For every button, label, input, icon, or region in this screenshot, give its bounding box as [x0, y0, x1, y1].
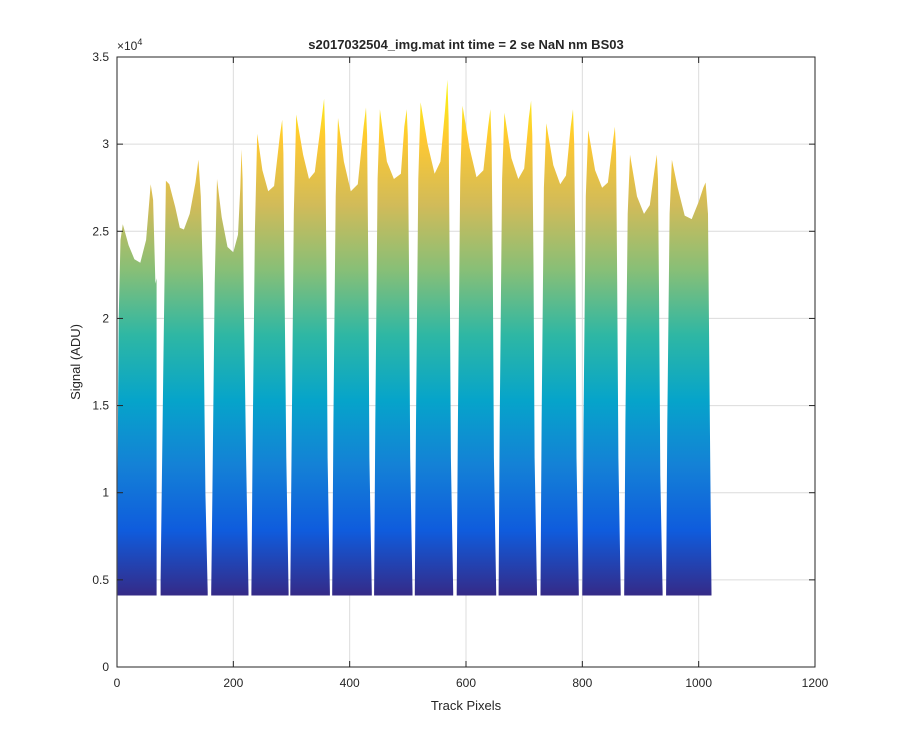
data-segment-6 [332, 107, 372, 596]
x-tick-label: 1000 [685, 676, 712, 690]
data-segment-7 [374, 109, 413, 596]
data-segment-13 [624, 154, 663, 596]
y-axis-label: Signal (ADU) [68, 324, 83, 400]
data-segment-12 [582, 126, 621, 596]
y-tick-label: 0.5 [92, 573, 109, 587]
x-tick-label: 600 [456, 676, 476, 690]
y-tick-label: 1.5 [92, 399, 109, 413]
y-exponent-label: ×104 [117, 37, 142, 53]
data-segment-3 [211, 149, 249, 596]
x-tick-label: 0 [114, 676, 121, 690]
data-segment-14 [666, 159, 712, 596]
y-tick-label: 1 [102, 486, 109, 500]
x-tick-label: 200 [223, 676, 243, 690]
data-segment-9 [456, 105, 497, 596]
x-axis-label: Track Pixels [431, 698, 502, 713]
y-tick-label: 2 [102, 311, 109, 325]
data-segment-8 [414, 79, 454, 596]
x-tick-label: 400 [340, 676, 360, 690]
axis-ticks: 0 200 400 600 800 1000 1200 0 0.5 1 1.5 2 2.5 3 3.5 [92, 50, 828, 690]
chart-title: s2017032504_img.mat int time = 2 se NaN … [308, 37, 623, 52]
data-segment-5 [290, 98, 330, 596]
data-segment-1 [117, 184, 157, 596]
x-tick-label: 800 [572, 676, 592, 690]
data-segment-11 [540, 109, 579, 596]
data-segment-10 [498, 100, 537, 596]
y-tick-label: 3 [102, 137, 109, 151]
x-tick-label: 1200 [802, 676, 829, 690]
y-tick-label: 2.5 [92, 224, 109, 238]
y-tick-label: 0 [102, 660, 109, 674]
data-areas [117, 79, 712, 596]
y-tick-label: 3.5 [92, 50, 109, 64]
data-segment-2 [160, 159, 208, 596]
data-segment-4 [251, 119, 289, 596]
